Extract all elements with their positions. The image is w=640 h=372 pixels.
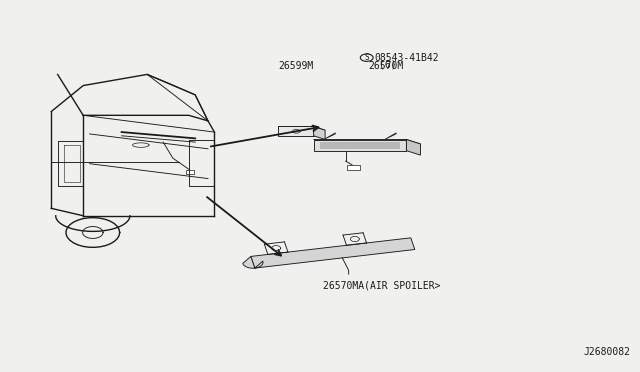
Polygon shape — [347, 165, 360, 170]
Text: S: S — [364, 53, 369, 62]
Text: (6): (6) — [379, 60, 397, 70]
Polygon shape — [243, 256, 263, 268]
Text: 26599M: 26599M — [278, 61, 314, 71]
Polygon shape — [324, 133, 335, 140]
Polygon shape — [385, 133, 396, 140]
Polygon shape — [406, 140, 420, 155]
Text: 26570MA(AIR SPOILER>: 26570MA(AIR SPOILER> — [323, 281, 441, 291]
Polygon shape — [278, 126, 325, 130]
Polygon shape — [320, 142, 400, 149]
Text: J2680082: J2680082 — [584, 347, 630, 357]
Text: 08543-41B42: 08543-41B42 — [374, 53, 439, 62]
Polygon shape — [278, 126, 314, 136]
Polygon shape — [314, 140, 406, 151]
Polygon shape — [186, 170, 194, 174]
Text: 26570M: 26570M — [368, 61, 403, 71]
Polygon shape — [251, 238, 415, 268]
Polygon shape — [314, 126, 325, 140]
Polygon shape — [314, 140, 420, 144]
